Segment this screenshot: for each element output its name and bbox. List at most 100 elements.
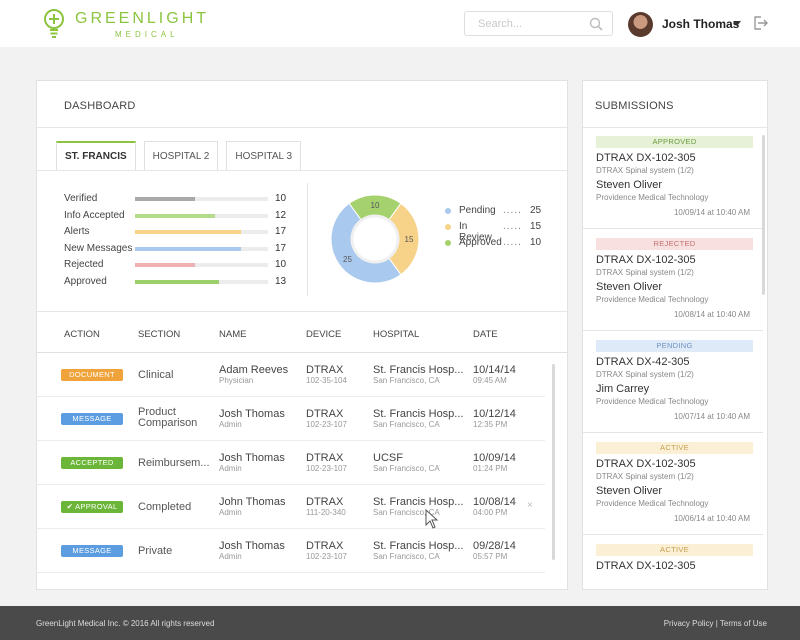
status-badge: ACTIVE <box>596 442 753 454</box>
column-header-hospital[interactable]: HOSPITAL <box>373 329 420 340</box>
submission-date: 10/07/14 at 10:40 AM <box>673 412 750 421</box>
action-badge[interactable]: ACCEPTED <box>61 457 123 469</box>
submission-card[interactable]: PENDING DTRAX DX-42-305 DTRAX Spinal sys… <box>583 332 763 433</box>
submission-title: DTRAX DX-102-305 <box>596 152 696 164</box>
donut-inner-ring <box>350 214 400 264</box>
stat-row: Alerts 17 <box>64 225 294 242</box>
device-cell: DTRAX 102-23-107 <box>306 540 347 561</box>
date-cell: 10/12/14 12:35 PM <box>473 408 516 429</box>
device-cell: DTRAX 111-20-340 <box>306 496 346 517</box>
column-header-name[interactable]: NAME <box>219 329 247 340</box>
submission-org: Providence Medical Technology <box>596 193 709 202</box>
hospital-tabs: ST. FRANCIS HOSPITAL 2 HOSPITAL 3 <box>56 141 309 171</box>
tab-st-francis[interactable]: ST. FRANCIS <box>56 141 136 171</box>
legend-value: 10 <box>530 237 542 248</box>
submission-card[interactable]: REJECTED DTRAX DX-102-305 DTRAX Spinal s… <box>583 230 763 331</box>
status-badge: REJECTED <box>596 238 753 250</box>
submission-date: 10/09/14 at 10:40 AM <box>673 208 750 217</box>
stat-bar <box>135 279 268 284</box>
submission-subtitle: DTRAX Spinal system (1/2) <box>596 268 694 277</box>
submission-card[interactable]: ACTIVE DTRAX DX-102-305 DTRAX Spinal sys… <box>583 434 763 535</box>
divider <box>37 352 567 353</box>
stat-value: 10 <box>275 259 287 270</box>
status-badge: PENDING <box>596 340 753 352</box>
table-row[interactable]: ACCEPTED Reimbursem... Josh Thomas Admin … <box>37 441 545 485</box>
stat-value: 13 <box>275 275 287 287</box>
stat-bar <box>135 230 268 234</box>
divider <box>583 127 767 128</box>
action-badge[interactable]: MESSAGE <box>61 545 123 557</box>
stat-value: 17 <box>275 226 287 237</box>
submissions-title: SUBMISSIONS <box>595 100 674 112</box>
stat-bar-fill <box>135 197 195 201</box>
column-header-date[interactable]: DATE <box>473 329 498 340</box>
legend-leader: ..... <box>503 205 522 216</box>
stat-bar-fill <box>135 213 215 218</box>
search-icon[interactable] <box>589 17 603 31</box>
tab-hospital-2[interactable]: HOSPITAL 2 <box>143 141 219 171</box>
column-header-action[interactable]: ACTION <box>64 329 100 340</box>
stat-bar-fill <box>135 279 219 284</box>
avatar[interactable] <box>628 12 653 37</box>
submission-org: Providence Medical Technology <box>596 295 709 304</box>
submission-title: DTRAX DX-102-305 <box>596 458 696 470</box>
donut-slice-label: 15 <box>405 235 414 244</box>
divider <box>37 170 567 171</box>
user-name[interactable]: Josh Thomas <box>662 17 740 31</box>
stat-bar <box>135 246 268 251</box>
name-cell: Josh Thomas Admin <box>219 540 285 561</box>
table-row[interactable]: DOCUMENT Clinical Adam Reeves Physician D… <box>37 353 545 397</box>
stat-row: Verified 10 <box>64 192 294 209</box>
table-scrollbar[interactable] <box>552 364 555 560</box>
submission-card[interactable]: APPROVED DTRAX DX-102-305 DTRAX Spinal s… <box>583 128 763 229</box>
dashboard-panel: DASHBOARD ST. FRANCIS HOSPITAL 2 HOSPITA… <box>36 80 568 590</box>
close-icon[interactable]: × <box>527 500 533 511</box>
stat-label: Rejected <box>64 259 104 270</box>
privacy-policy-link[interactable]: Privacy Policy <box>663 619 714 628</box>
stat-label: Approved <box>64 275 107 287</box>
column-header-section[interactable]: SECTION <box>138 329 181 340</box>
chevron-down-icon[interactable] <box>733 21 741 26</box>
legend-dot <box>445 208 451 214</box>
logout-icon[interactable] <box>752 15 768 31</box>
terms-of-use-link[interactable]: Terms of Use <box>719 619 767 628</box>
hospital-cell: St. Francis Hosp... San Francisco, CA <box>373 540 464 561</box>
divider <box>37 127 567 128</box>
submission-subtitle: DTRAX Spinal system (1/2) <box>596 472 694 481</box>
name-cell: Josh Thomas Admin <box>219 452 285 473</box>
donut-slice-label: 25 <box>343 255 352 264</box>
donut-slice-label: 10 <box>371 201 380 210</box>
divider <box>307 183 308 296</box>
submissions-scrollbar[interactable] <box>762 135 765 295</box>
hospital-cell: UCSF San Francisco, CA <box>373 452 440 473</box>
submission-org: Providence Medical Technology <box>596 499 709 508</box>
hospital-cell: St. Francis Hosp... San Francisco, CA <box>373 408 464 429</box>
column-header-device[interactable]: DEVICE <box>306 329 342 340</box>
status-badge: APPROVED <box>596 136 753 148</box>
tab-hospital-3[interactable]: HOSPITAL 3 <box>226 141 302 171</box>
stat-value: 10 <box>275 193 287 204</box>
donut-slice-pending[interactable] <box>330 202 402 284</box>
table-row[interactable]: ✔ APPROVAL Completed John Thomas Admin DT… <box>37 485 545 529</box>
lightbulb-logo-icon <box>44 9 64 38</box>
section-cell: Completed <box>138 501 192 513</box>
brand-subtitle: MEDICAL <box>115 30 179 39</box>
section-cell: Reimbursem... <box>138 457 210 469</box>
submission-card[interactable]: ACTIVE DTRAX DX-102-305 <box>583 536 763 589</box>
search-input[interactable] <box>465 12 585 35</box>
copyright-text: GreenLight Medical Inc. © 2016 All right… <box>36 619 215 628</box>
submission-subtitle: DTRAX Spinal system (1/2) <box>596 370 694 379</box>
logo[interactable]: GREENLIGHT MEDICAL <box>43 8 209 39</box>
action-badge[interactable]: ✔ APPROVAL <box>61 501 123 513</box>
status-donut-chart: 10 15 25 <box>330 194 420 284</box>
top-header: GREENLIGHT MEDICAL Josh Thomas <box>0 0 800 47</box>
stat-value: 12 <box>275 209 287 221</box>
date-cell: 10/08/14 04:00 PM <box>473 496 516 517</box>
table-row[interactable]: MESSAGE Private Josh Thomas Admin DTRAX 10… <box>37 529 545 573</box>
table-row[interactable]: MESSAGE Product Comparison Josh Thomas Adm… <box>37 397 545 441</box>
submission-title: DTRAX DX-42-305 <box>596 356 690 368</box>
action-badge[interactable]: MESSAGE <box>61 413 123 425</box>
stat-row: New Messages 17 <box>64 242 294 259</box>
mouse-cursor-icon <box>425 509 439 529</box>
action-badge[interactable]: DOCUMENT <box>61 369 123 381</box>
